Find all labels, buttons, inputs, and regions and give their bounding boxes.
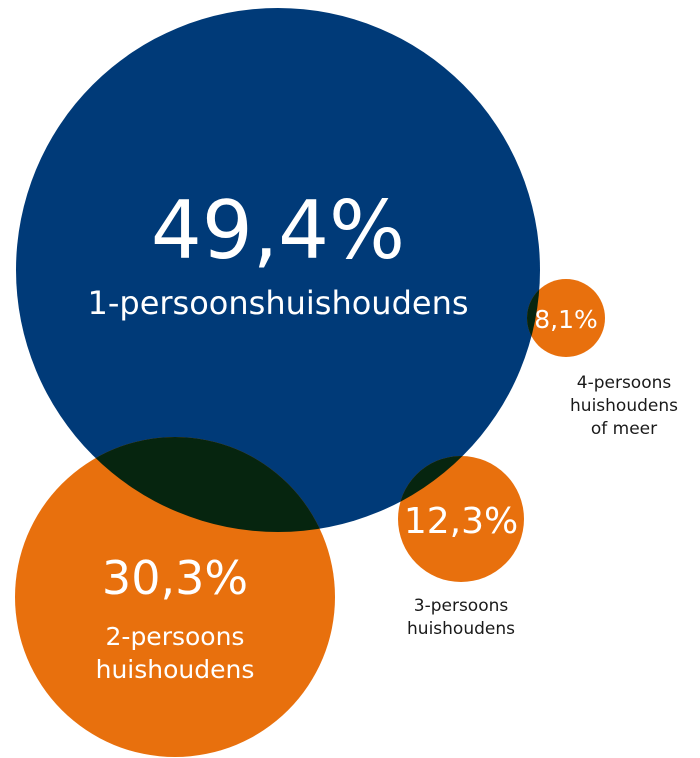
category-label-p3-line-2: huishoudens (407, 619, 515, 639)
bubble-p1 (16, 8, 540, 532)
bubble-p4 (527, 279, 605, 357)
category-label-p2-line-1: 2-persoons (106, 622, 245, 651)
bubbles-layer (15, 8, 605, 757)
bubble-p3 (398, 456, 524, 582)
value-label-p4: 8,1% (534, 305, 598, 334)
category-label-p1-line-1: 1-persoonshuishoudens (87, 284, 468, 322)
category-label-p4-line-1: 4-persoons (577, 373, 672, 393)
labels-layer: 49,4% 1-persoonshuishoudens 30,3% 2-persoon… (87, 184, 678, 684)
value-label-p1: 49,4% (151, 184, 405, 277)
value-label-p3: 12,3% (404, 501, 518, 542)
category-label-p2-line-2: huishoudens (96, 655, 255, 684)
category-label-p3-line-1: 3-persoons (414, 596, 509, 616)
category-label-p4-line-2: huishoudens (570, 396, 678, 416)
category-label-p4-line-3: of meer (591, 419, 657, 439)
value-label-p2: 30,3% (102, 551, 248, 605)
